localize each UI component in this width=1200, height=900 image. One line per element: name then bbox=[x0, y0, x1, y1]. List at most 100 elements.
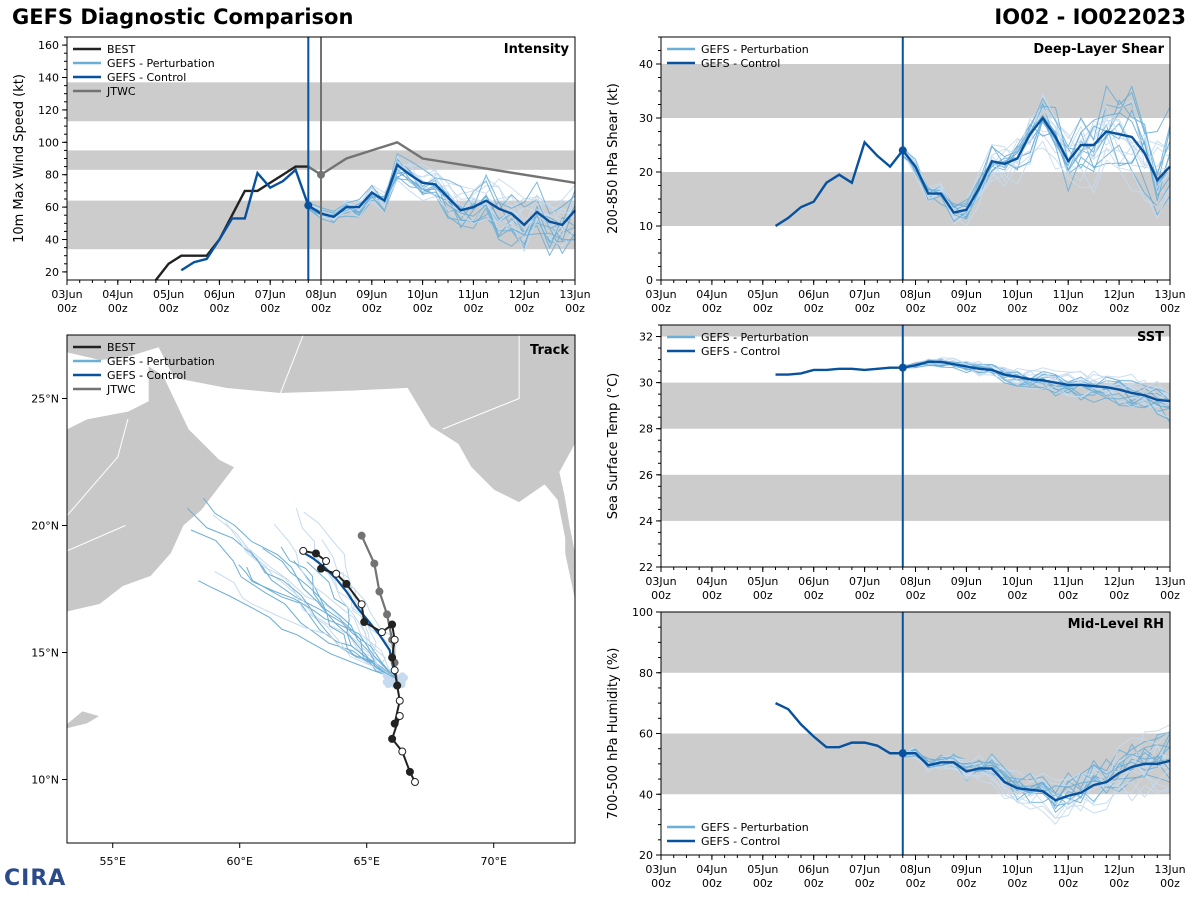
best-track-point bbox=[377, 628, 386, 637]
perturbation-track bbox=[190, 529, 395, 679]
x-tick-label-hour: 00z bbox=[1058, 589, 1078, 602]
best-track-point bbox=[357, 600, 366, 609]
x-tick-label-hour: 00z bbox=[855, 302, 875, 315]
border-line bbox=[201, 398, 253, 425]
panel-title: Deep-Layer Shear bbox=[1033, 42, 1164, 57]
track-frame bbox=[66, 334, 576, 844]
x-tick-label-day: 05Jun bbox=[747, 863, 778, 876]
x-tick-label-day: 08Jun bbox=[900, 575, 931, 588]
best-track-point bbox=[322, 557, 331, 566]
y-axis-label: 10m Max Wind Speed (kt) bbox=[12, 74, 27, 243]
x-tick-label-day: 09Jun bbox=[951, 863, 982, 876]
x-tick-label-hour: 00z bbox=[210, 302, 230, 315]
perturbation-member-line bbox=[308, 179, 576, 253]
y-tick-label: 80 bbox=[639, 667, 653, 680]
jtwc-track-point bbox=[357, 531, 366, 540]
y-tick-label: 24 bbox=[639, 515, 653, 528]
best-track-point bbox=[311, 549, 320, 558]
best-track-point bbox=[390, 666, 399, 675]
panel-title: Mid-Level RH bbox=[1068, 617, 1164, 632]
y-tick-label: 100 bbox=[632, 606, 653, 619]
x-tick-label-day: 12Jun bbox=[509, 288, 540, 301]
legend-entry: BEST bbox=[107, 43, 135, 56]
best-track-point bbox=[393, 681, 402, 690]
perturbation-member-line bbox=[308, 153, 576, 215]
legend-entry: GEFS - Perturbation bbox=[107, 57, 215, 70]
lat-tick-label: 15°N bbox=[31, 647, 59, 660]
panel-track: 55°E 60°E 65°E 70°E 10°N 15°N 20°N 25°N Track BES… bbox=[31, 334, 576, 868]
x-tick-label-day: 07Jun bbox=[849, 288, 880, 301]
best-track-point bbox=[398, 747, 407, 756]
y-axis-label: 200-850 hPa Shear (kt) bbox=[606, 83, 621, 234]
lon-tick-label: 55°E bbox=[99, 855, 125, 868]
y-axis-label: Sea Surface Temp (°C) bbox=[606, 373, 621, 520]
perturbation-track bbox=[198, 580, 395, 679]
best-track bbox=[303, 549, 416, 783]
x-tick-label-day: 06Jun bbox=[798, 575, 829, 588]
shaded-band bbox=[661, 382, 1170, 429]
y-tick-label: 0 bbox=[646, 274, 653, 287]
y-tick-label: 30 bbox=[639, 112, 653, 125]
y-tick-label: 20 bbox=[639, 849, 653, 862]
x-tick-label-day: 04Jun bbox=[696, 863, 727, 876]
perturbation-member-line bbox=[902, 108, 1171, 223]
best-track-point bbox=[388, 620, 397, 629]
x-tick-label-hour: 00z bbox=[362, 302, 382, 315]
y-tick-label: 140 bbox=[38, 72, 59, 85]
lat-tick-label: 20°N bbox=[31, 520, 59, 533]
x-tick-label-hour: 00z bbox=[753, 302, 773, 315]
legend-entry: JTWC bbox=[106, 85, 136, 98]
x-tick-label-hour: 00z bbox=[464, 302, 484, 315]
x-tick-label-day: 12Jun bbox=[1104, 288, 1135, 301]
x-tick-label-day: 03Jun bbox=[645, 575, 676, 588]
storm-id: IO02 - IO022023 bbox=[994, 5, 1186, 29]
x-tick-label-hour: 00z bbox=[514, 302, 534, 315]
x-tick-label-hour: 00z bbox=[804, 877, 824, 890]
x-tick-label-hour: 00z bbox=[260, 302, 280, 315]
perturbation-member-line bbox=[902, 360, 1171, 395]
best-track-point bbox=[395, 712, 404, 720]
x-tick-label-hour: 00z bbox=[1007, 589, 1027, 602]
y-tick-label: 32 bbox=[639, 331, 653, 344]
best-track-point bbox=[332, 569, 341, 578]
y-tick-label: 40 bbox=[639, 788, 653, 801]
x-tick-label-day: 11Jun bbox=[458, 288, 489, 301]
x-tick-label-hour: 00z bbox=[1007, 877, 1027, 890]
perturbation-member-line bbox=[902, 737, 1171, 807]
legend-entry: GEFS - Control bbox=[701, 345, 780, 358]
border-line bbox=[442, 335, 520, 430]
best-track-point bbox=[388, 653, 397, 662]
x-tick-label-day: 06Jun bbox=[798, 288, 829, 301]
lat-tick-label: 10°N bbox=[31, 774, 59, 787]
legend-entry: BEST bbox=[107, 341, 135, 354]
x-tick-label-day: 03Jun bbox=[51, 288, 82, 301]
perturbation-track bbox=[214, 571, 395, 679]
panel-sst: 22242628303203Jun00z04Jun00z05Jun00z06Ju… bbox=[606, 324, 1186, 602]
x-tick-label-day: 10Jun bbox=[1002, 863, 1033, 876]
x-tick-label-day: 04Jun bbox=[696, 575, 727, 588]
x-tick-label-hour: 00z bbox=[702, 589, 722, 602]
x-tick-label-day: 05Jun bbox=[747, 575, 778, 588]
perturbation-member-line bbox=[902, 84, 1171, 207]
y-tick-label: 10 bbox=[639, 220, 653, 233]
x-tick-label-day: 09Jun bbox=[951, 288, 982, 301]
x-tick-label-day: 10Jun bbox=[1002, 288, 1033, 301]
legend-entry: GEFS - Control bbox=[701, 57, 780, 70]
perturbation-member-line bbox=[902, 358, 1171, 395]
panel-title: Track bbox=[530, 343, 569, 358]
series-line-gefs-control bbox=[775, 702, 1171, 802]
perturbation-track bbox=[316, 556, 395, 679]
x-tick-label-day: 08Jun bbox=[900, 863, 931, 876]
x-tick-label-day: 13Jun bbox=[1154, 863, 1185, 876]
x-tick-label-hour: 00z bbox=[57, 302, 77, 315]
perturbation-track bbox=[239, 537, 396, 679]
shaded-band bbox=[661, 64, 1170, 118]
x-tick-label-day: 07Jun bbox=[255, 288, 286, 301]
panel-intensity: 2040608010012014016003Jun00z04Jun00z05Ju… bbox=[12, 36, 591, 315]
x-tick-label-hour: 00z bbox=[702, 302, 722, 315]
jtwc-init-point bbox=[317, 170, 325, 179]
border-line bbox=[67, 456, 119, 517]
y-tick-label: 20 bbox=[45, 266, 59, 279]
x-tick-label-day: 11Jun bbox=[1053, 288, 1084, 301]
y-tick-label: 120 bbox=[38, 104, 59, 117]
